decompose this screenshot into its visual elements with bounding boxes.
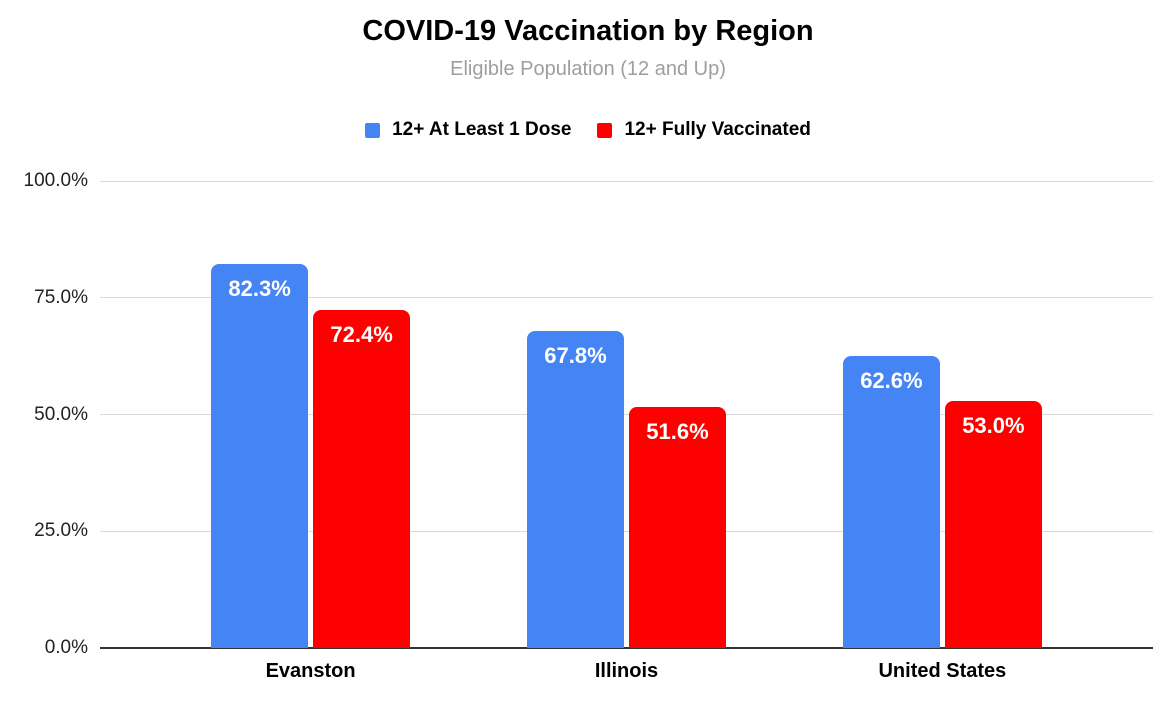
bar-united-states-series-1: 53.0% — [944, 400, 1042, 648]
bar-value-label: 72.4% — [330, 321, 393, 347]
y-axis-tick-label: 0.0% — [44, 637, 88, 658]
bar-illinois-series-0: 67.8% — [527, 331, 624, 648]
y-axis-tick-label: 25.0% — [34, 520, 88, 542]
y-axis-tick-label: 50.0% — [34, 403, 88, 425]
chart-title: COVID-19 Vaccination by Region — [362, 15, 814, 47]
legend-label: 12+ Fully Vaccinated — [624, 119, 811, 140]
bar-evanston-series-0: 82.3% — [211, 263, 309, 648]
chart-subtitle: Eligible Population (12 and Up) — [450, 58, 726, 80]
bar-united-states-series-0: 62.6% — [842, 355, 940, 648]
gridline — [100, 297, 1153, 299]
legend-item-fully-vaccinated: 12+ Fully Vaccinated — [597, 119, 811, 141]
gridline — [100, 530, 1153, 532]
legend-swatch-red — [597, 122, 613, 138]
bar-evanston-series-1: 72.4% — [313, 309, 411, 648]
bar-value-label: 82.3% — [228, 275, 291, 301]
plot-area: 82.3% 72.4% 67.8% 51.6% 62.6% 53.0% — [100, 180, 1153, 649]
legend: 12+ At Least 1 Dose 12+ Fully Vaccinated — [0, 114, 1176, 146]
bar-value-label: 53.0% — [962, 412, 1025, 438]
x-axis-baseline — [100, 647, 1153, 649]
y-axis: 100.0% 75.0% 50.0% 25.0% 0.0% — [0, 170, 88, 658]
gridline — [100, 414, 1153, 415]
x-axis-label-illinois: Illinois — [594, 660, 659, 682]
bar-value-label: 67.8% — [544, 343, 607, 369]
y-axis-tick-label: 100.0% — [23, 170, 88, 191]
bar-value-label: 62.6% — [860, 367, 923, 393]
legend-swatch-blue — [365, 122, 381, 138]
x-axis-label-united-states: United States — [878, 660, 1007, 682]
bar-value-label: 51.6% — [646, 419, 709, 445]
legend-item-at-least-1-dose: 12+ At Least 1 Dose — [365, 119, 571, 141]
bar-illinois-series-1: 51.6% — [629, 407, 726, 648]
gridline — [100, 180, 1153, 182]
x-axis: Evanston Illinois United States — [100, 659, 1153, 689]
x-axis-label-evanston: Evanston — [265, 660, 356, 682]
y-axis-tick-label: 75.0% — [34, 286, 88, 308]
legend-label: 12+ At Least 1 Dose — [392, 119, 572, 140]
